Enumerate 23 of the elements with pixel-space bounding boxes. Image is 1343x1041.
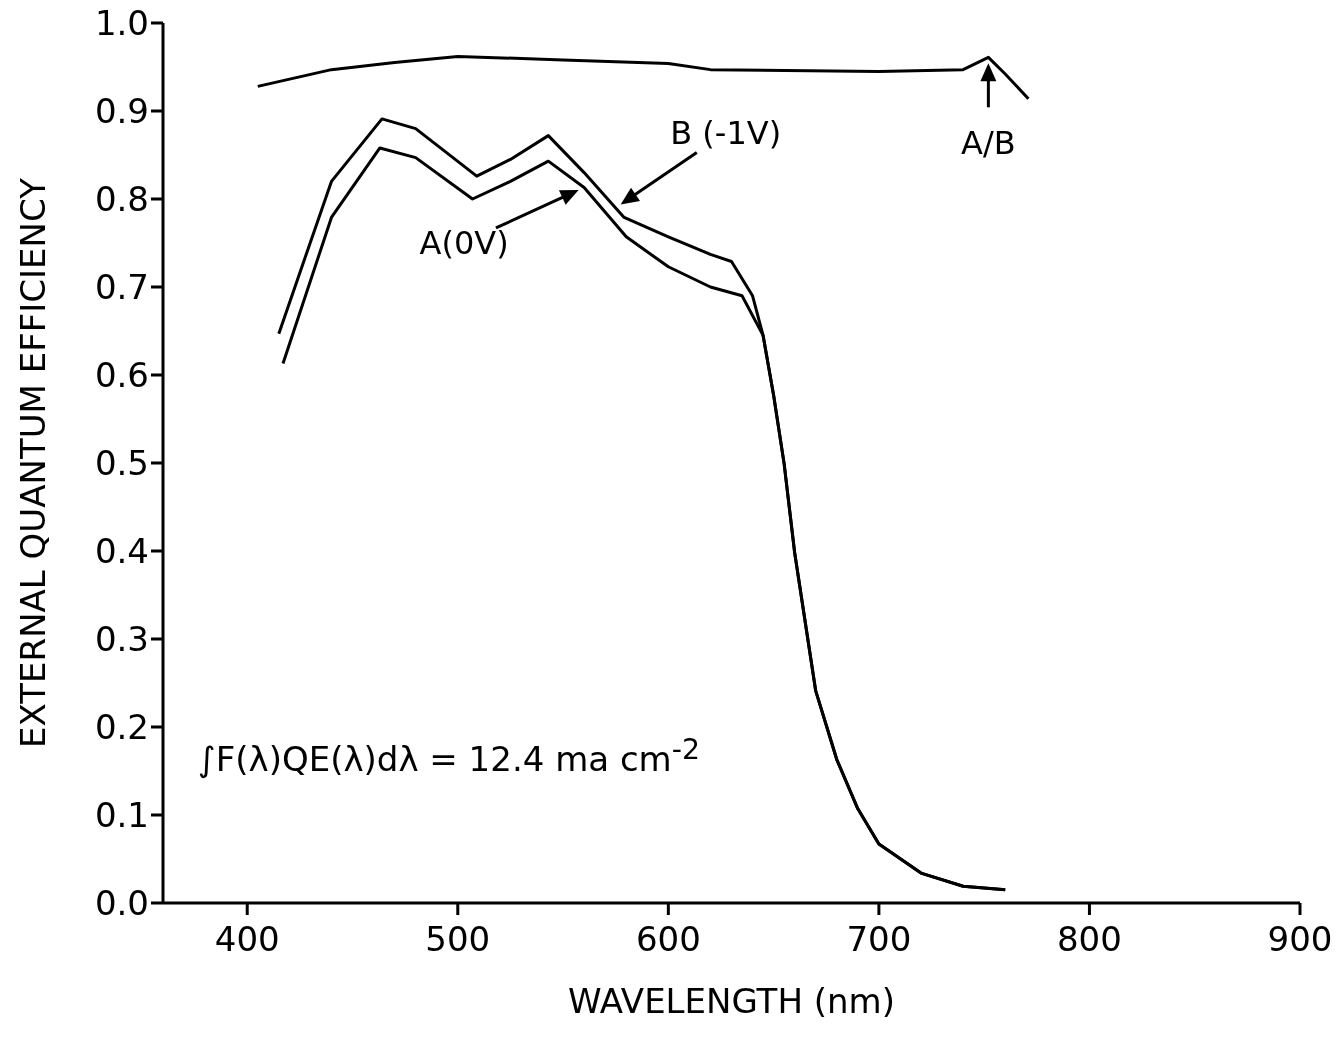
x-tick-label: 400 <box>214 919 280 960</box>
y-tick-label: 0.4 <box>94 531 149 572</box>
x-tick-label: 600 <box>635 919 701 960</box>
x-tick-label: 700 <box>846 919 912 960</box>
y-tick-label: 1.0 <box>94 3 149 44</box>
y-tick-label: 0.9 <box>94 91 149 132</box>
y-tick-label: 0.1 <box>94 795 149 836</box>
y-tick-label: 0.2 <box>94 707 149 748</box>
y-tick-label: 0.8 <box>94 179 149 220</box>
annotation: A/B <box>961 123 1016 162</box>
y-tick-label: 0.3 <box>94 619 149 660</box>
x-tick-label: 800 <box>1056 919 1122 960</box>
annotation: A(0V) <box>419 223 509 262</box>
x-axis-title: WAVELENGTH (nm) <box>568 981 895 1021</box>
annotation: B (-1V) <box>670 114 782 152</box>
y-tick-label: 0.5 <box>94 443 149 484</box>
y-tick-label: 0.7 <box>94 267 149 308</box>
annotation: ∫F(λ)QE(λ)dλ = 12.4 ma cm$^{-2}$ <box>198 733 700 780</box>
y-axis-title: EXTERNAL QUANTUM EFFICIENCY <box>13 177 54 748</box>
x-tick-label: 500 <box>425 919 491 960</box>
y-tick-label: 0.0 <box>94 883 149 924</box>
x-tick-label: 900 <box>1267 919 1333 960</box>
y-tick-label: 0.6 <box>94 355 149 396</box>
